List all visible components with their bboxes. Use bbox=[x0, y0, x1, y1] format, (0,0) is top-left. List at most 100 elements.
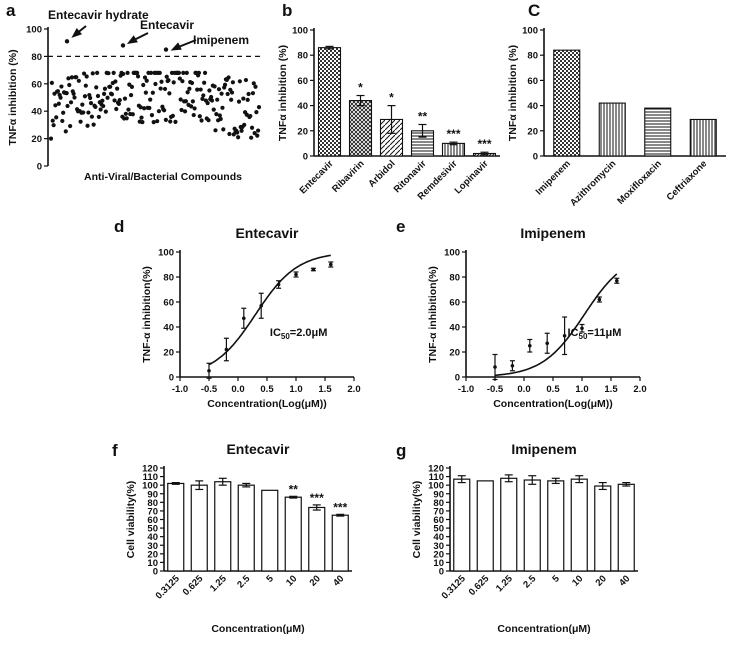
bar-f bbox=[167, 482, 185, 572]
screen-point bbox=[67, 82, 72, 88]
x-tick-label: -1.0 bbox=[172, 384, 188, 395]
y-tick-label: 0 bbox=[37, 162, 42, 173]
y-tick-label: 40 bbox=[297, 101, 308, 112]
screen-point bbox=[102, 86, 108, 91]
bar-c bbox=[598, 102, 626, 157]
y-tick-label: 90 bbox=[433, 489, 444, 500]
screen-point bbox=[158, 86, 163, 91]
chart-title-e: Imipenem bbox=[520, 225, 585, 241]
screen-point bbox=[245, 97, 250, 102]
screen-point bbox=[189, 104, 194, 109]
significance-stars: * bbox=[358, 81, 363, 95]
screen-point bbox=[176, 70, 182, 75]
bar-f bbox=[237, 484, 255, 572]
screen-point bbox=[114, 106, 119, 112]
screen-point bbox=[72, 95, 77, 100]
screen-point bbox=[138, 105, 143, 110]
x-tick-label: 0.0 bbox=[517, 384, 530, 395]
y-tick-label: 110 bbox=[143, 472, 158, 483]
screen-point bbox=[163, 117, 168, 122]
screen-point bbox=[126, 107, 131, 112]
y-tick-label: 60 bbox=[297, 76, 308, 87]
bar-g bbox=[500, 477, 518, 572]
screen-point bbox=[170, 113, 175, 118]
screen-point bbox=[164, 74, 169, 79]
screen-point bbox=[157, 70, 162, 75]
screen-point bbox=[248, 113, 253, 119]
y-tick-label: 70 bbox=[433, 506, 444, 517]
screen-point bbox=[56, 101, 61, 106]
bar-g bbox=[523, 479, 541, 572]
x-tick-label: 0.5 bbox=[546, 384, 560, 395]
hit-point bbox=[163, 47, 169, 52]
screen-point bbox=[196, 70, 202, 75]
screen-point bbox=[168, 119, 173, 124]
screen-point bbox=[179, 107, 184, 113]
screen-point bbox=[189, 80, 195, 86]
screen-point bbox=[49, 80, 54, 85]
screen-point bbox=[236, 99, 242, 104]
y-tick-label: 110 bbox=[429, 472, 444, 483]
y-tick-label: 100 bbox=[522, 26, 538, 37]
screen-point bbox=[227, 131, 232, 137]
x-tick-label-f: 1.25 bbox=[208, 573, 229, 594]
screen-point bbox=[124, 116, 129, 121]
x-tick-label: 2.0 bbox=[347, 384, 360, 395]
x-axis-label-d: Concentration(Log(μM)) bbox=[207, 398, 327, 410]
bar-b bbox=[317, 47, 342, 157]
y-tick-label: 20 bbox=[449, 348, 460, 359]
annotation-2: Imipenem bbox=[193, 33, 249, 47]
screen-point bbox=[202, 80, 207, 85]
screen-point bbox=[183, 99, 188, 104]
y-tick-label: 40 bbox=[433, 532, 444, 543]
bar-b bbox=[441, 142, 466, 157]
significance-stars: *** bbox=[333, 500, 347, 514]
x-tick-label-b: Lopinavir bbox=[453, 158, 491, 196]
significance-stars: * bbox=[389, 91, 394, 105]
x-tick-label-g: 10 bbox=[570, 573, 585, 588]
screen-point bbox=[205, 100, 210, 106]
x-tick-label-g: 20 bbox=[594, 573, 609, 588]
y-tick-label: 70 bbox=[147, 506, 158, 517]
screen-point bbox=[89, 114, 95, 119]
screen-point bbox=[148, 70, 154, 75]
screen-point bbox=[142, 75, 148, 80]
panel-label-a: a bbox=[6, 1, 16, 20]
screen-point bbox=[212, 84, 217, 89]
significance-stars: *** bbox=[310, 491, 324, 505]
screen-point bbox=[150, 90, 155, 95]
screen-point bbox=[178, 97, 183, 102]
x-tick-label-c: Moxifloxacin bbox=[615, 158, 664, 207]
screen-point bbox=[98, 107, 103, 112]
ic50-value: =2.0μM bbox=[290, 327, 328, 339]
points-d bbox=[206, 261, 334, 379]
y-tick-label: 60 bbox=[163, 298, 174, 309]
screen-point bbox=[55, 89, 61, 94]
x-axis-label-a: Anti-Viral/Bacterial Compounds bbox=[84, 171, 242, 183]
y-axis-label: TNF-α inhibition(%) bbox=[427, 266, 439, 363]
screen-point bbox=[201, 93, 206, 98]
screen-point bbox=[83, 83, 88, 88]
x-tick-label-g: 1.25 bbox=[494, 573, 515, 594]
screen-point bbox=[235, 130, 240, 135]
screen-point bbox=[253, 84, 258, 89]
x-tick-label: 2.0 bbox=[633, 384, 646, 395]
y-tick-label: 30 bbox=[433, 541, 444, 552]
x-axis-d: -1.0 -0.5 0.0 0.5 1.0 1.5 2.0 bbox=[172, 377, 361, 395]
screen-point bbox=[128, 93, 134, 98]
screen-point bbox=[74, 75, 79, 80]
screen-point bbox=[94, 85, 99, 90]
bar-g bbox=[594, 485, 612, 572]
screen-point bbox=[105, 95, 110, 100]
y-axis-a: 0 20 40 60 80 100 TNFα inhibition (%) bbox=[7, 25, 49, 173]
screen-point bbox=[135, 70, 140, 75]
y-tick-label: 0 bbox=[303, 152, 308, 163]
x-tick-label: 0.5 bbox=[260, 384, 274, 395]
y-tick-label: 60 bbox=[527, 76, 538, 87]
screen-point bbox=[151, 120, 156, 125]
points-e bbox=[492, 277, 620, 381]
screen-point bbox=[225, 91, 230, 97]
